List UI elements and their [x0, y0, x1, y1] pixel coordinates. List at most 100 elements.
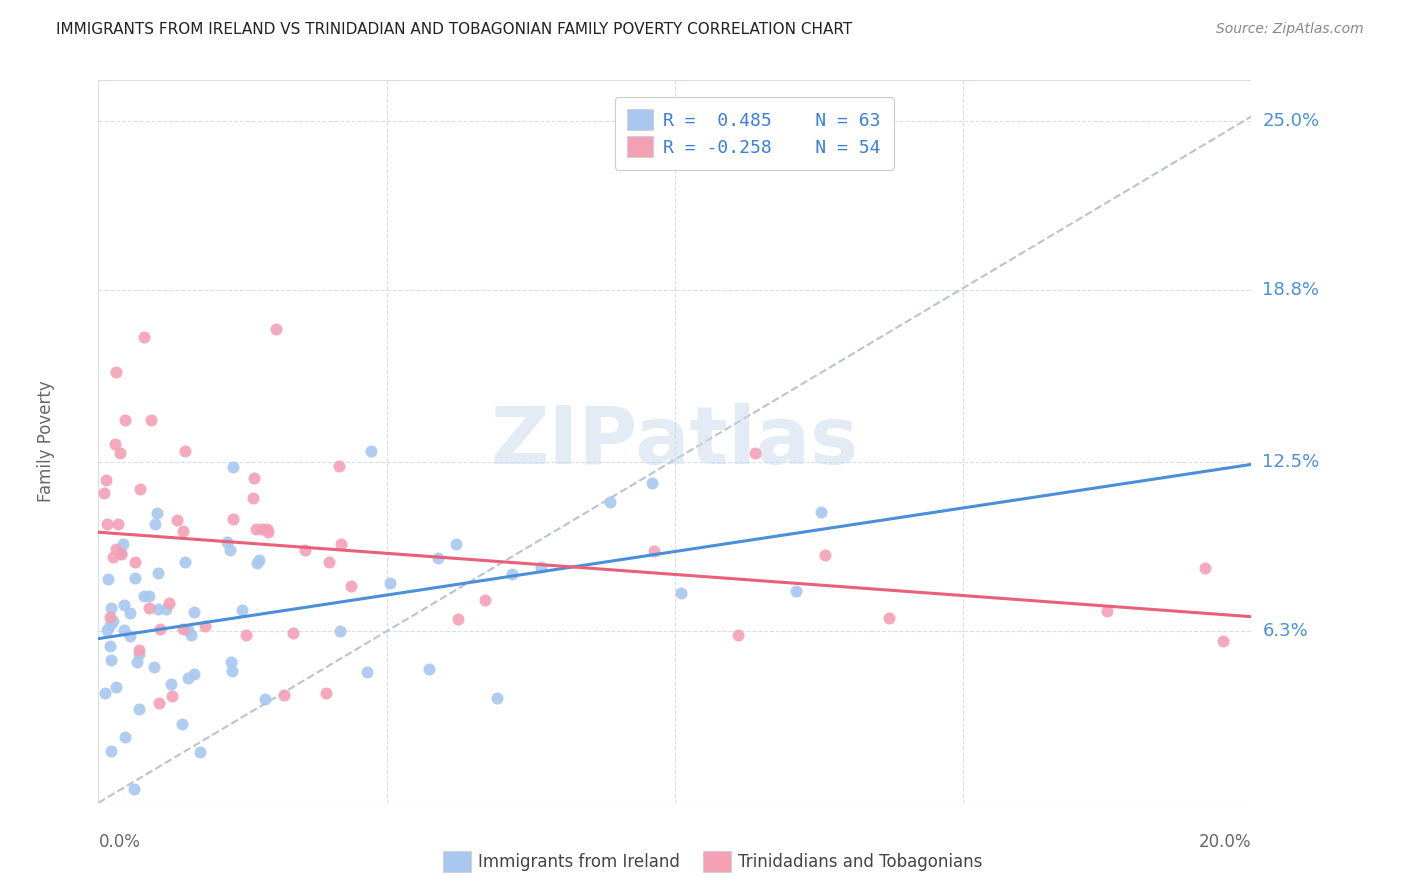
- Point: [177, 623, 200, 637]
- Point: [105, 680, 128, 694]
- Point: [97, 572, 120, 586]
- Point: [380, 576, 402, 591]
- Point: [254, 692, 277, 706]
- Point: [100, 653, 122, 667]
- Point: [112, 599, 135, 613]
- Point: [245, 522, 267, 536]
- Point: [444, 537, 467, 551]
- Point: [250, 522, 273, 536]
- Point: [810, 505, 832, 519]
- Point: [219, 543, 242, 558]
- Point: [155, 602, 177, 616]
- Point: [105, 365, 128, 379]
- Point: [328, 458, 350, 473]
- Point: [315, 686, 337, 700]
- Point: [110, 547, 132, 561]
- Point: [128, 647, 150, 661]
- Text: 0.0%: 0.0%: [98, 833, 141, 851]
- Point: [243, 471, 266, 485]
- Point: [148, 601, 170, 615]
- Text: 18.8%: 18.8%: [1263, 281, 1319, 299]
- Point: [100, 600, 122, 615]
- Text: Immigrants from Ireland: Immigrants from Ireland: [478, 853, 681, 871]
- Point: [281, 626, 304, 640]
- Text: IMMIGRANTS FROM IRELAND VS TRINIDADIAN AND TOBAGONIAN FAMILY POVERTY CORRELATION: IMMIGRANTS FROM IRELAND VS TRINIDADIAN A…: [56, 22, 852, 37]
- Point: [242, 491, 264, 505]
- Point: [329, 624, 352, 638]
- Point: [172, 622, 194, 636]
- Point: [231, 603, 253, 617]
- Point: [360, 444, 382, 458]
- Point: [340, 579, 363, 593]
- Point: [94, 473, 117, 487]
- Point: [785, 584, 807, 599]
- Legend: R =  0.485    N = 63, R = -0.258    N = 54: R = 0.485 N = 63, R = -0.258 N = 54: [614, 96, 894, 169]
- Point: [877, 611, 900, 625]
- Point: [221, 655, 243, 669]
- Point: [100, 744, 122, 758]
- Text: 12.5%: 12.5%: [1263, 453, 1320, 471]
- Point: [530, 559, 553, 574]
- Text: Trinidadians and Tobagonians: Trinidadians and Tobagonians: [738, 853, 983, 871]
- Point: [256, 522, 278, 536]
- Point: [170, 717, 193, 731]
- Point: [188, 745, 211, 759]
- Point: [118, 629, 141, 643]
- Point: [93, 486, 115, 500]
- Point: [101, 614, 124, 628]
- Point: [98, 618, 121, 632]
- Point: [446, 611, 468, 625]
- Text: 20.0%: 20.0%: [1199, 833, 1251, 851]
- Text: 6.3%: 6.3%: [1263, 622, 1308, 640]
- Point: [427, 551, 450, 566]
- Point: [143, 659, 166, 673]
- Point: [157, 596, 180, 610]
- Text: 25.0%: 25.0%: [1263, 112, 1320, 130]
- Point: [124, 571, 146, 585]
- Point: [257, 524, 280, 539]
- Point: [112, 623, 135, 637]
- Point: [104, 437, 127, 451]
- Point: [641, 476, 664, 491]
- Point: [294, 543, 316, 558]
- Point: [110, 546, 132, 560]
- Point: [107, 516, 129, 531]
- Point: [177, 671, 200, 685]
- Point: [501, 566, 523, 581]
- Point: [104, 542, 127, 557]
- Point: [145, 506, 167, 520]
- Point: [114, 730, 136, 744]
- Point: [101, 549, 124, 564]
- Point: [143, 516, 166, 531]
- Point: [669, 586, 692, 600]
- Point: [124, 555, 146, 569]
- Point: [114, 412, 136, 426]
- Point: [1212, 634, 1234, 648]
- Point: [111, 537, 134, 551]
- Point: [108, 445, 131, 459]
- Text: Source: ZipAtlas.com: Source: ZipAtlas.com: [1216, 22, 1364, 37]
- Point: [1097, 604, 1119, 618]
- Point: [138, 600, 160, 615]
- Point: [273, 688, 295, 702]
- Point: [160, 677, 183, 691]
- Point: [118, 606, 141, 620]
- Point: [180, 628, 202, 642]
- Point: [246, 556, 269, 570]
- Point: [814, 549, 837, 563]
- Point: [194, 619, 217, 633]
- Point: [128, 482, 150, 496]
- Point: [148, 566, 170, 581]
- Point: [172, 524, 194, 538]
- Point: [173, 555, 195, 569]
- Point: [485, 690, 508, 705]
- Point: [1194, 561, 1216, 575]
- Point: [727, 628, 749, 642]
- Point: [215, 535, 238, 549]
- Point: [134, 589, 156, 603]
- Point: [148, 696, 170, 710]
- Point: [183, 605, 205, 619]
- Point: [134, 330, 156, 344]
- Point: [318, 555, 340, 569]
- Point: [128, 702, 150, 716]
